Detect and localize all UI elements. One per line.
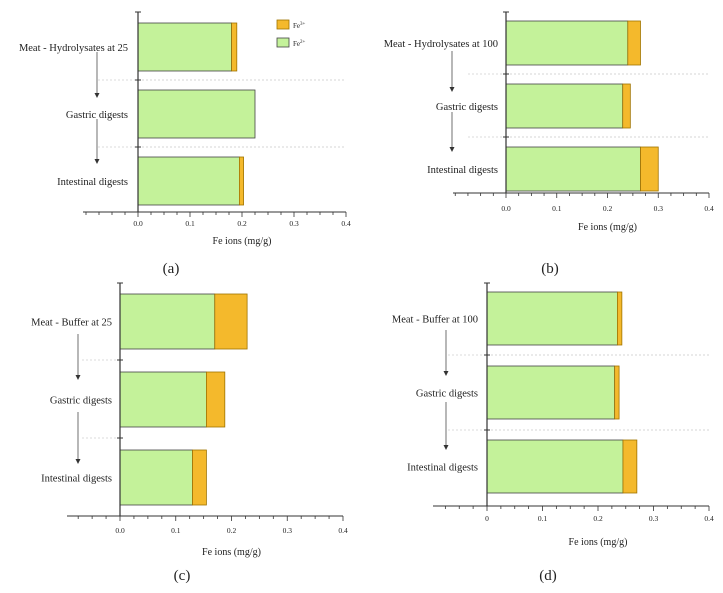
x-tick-label: 0.2 <box>237 219 247 228</box>
bar-fe3 <box>622 83 631 129</box>
flow-arrow-head <box>449 147 455 152</box>
x-tick-label: 0.2 <box>593 514 603 523</box>
flow-arrow-head <box>75 375 81 380</box>
legend-swatch-fe2 <box>276 37 290 48</box>
bar-fe3 <box>617 291 623 346</box>
bar-fe2 <box>505 20 629 66</box>
bar-fe3 <box>622 439 638 494</box>
legend-label-fe2: Fe2+ <box>293 40 306 48</box>
x-tick-label: 0.0 <box>133 219 143 228</box>
category-label: Gastric digests <box>66 110 128 121</box>
x-tick-label: 0.3 <box>283 526 293 535</box>
legend-label-fe3: Fe3+ <box>293 22 306 30</box>
legend-swatch-fe3 <box>276 19 290 30</box>
category-label: Intestinal digests <box>41 474 112 485</box>
x-tick-label: 0.3 <box>654 204 664 213</box>
chart-panel-4: Meat - Buffer at 100 Gastric digests Intes… <box>392 282 714 584</box>
x-tick-label: 0.3 <box>649 514 659 523</box>
chart-panel-1: Meat - Hydrolysates at 25 Gastric digests… <box>19 11 351 277</box>
panel-label: (d) <box>539 568 557 584</box>
category-label: Intestinal digests <box>427 165 498 176</box>
x-tick-label: 0.1 <box>185 219 195 228</box>
x-tick-label: 0.4 <box>704 204 714 213</box>
flow-arrow-head <box>94 159 100 164</box>
bar-fe3 <box>214 293 248 350</box>
chart-panel-2: Meat - Hydrolysates at 100 Gastric digest… <box>384 11 714 277</box>
legend: Fe3+ Fe2+ <box>276 19 306 48</box>
x-tick-label: 0 <box>485 514 489 523</box>
bar-fe2 <box>137 89 256 139</box>
x-axis-label: Fe ions (mg/g) <box>578 222 637 233</box>
bar-fe2 <box>486 291 618 346</box>
category-label: Intestinal digests <box>407 463 478 474</box>
category-label: Meat - Buffer at 100 <box>392 315 478 326</box>
panel-label: (a) <box>163 261 180 277</box>
chart-panel-3: Meat - Buffer at 25 Gastric digests Intest… <box>31 282 348 584</box>
bar-fe3 <box>614 365 620 420</box>
bar-fe2 <box>119 293 216 350</box>
x-axis-label: Fe ions (mg/g) <box>213 236 272 247</box>
x-tick-label: 0.0 <box>501 204 511 213</box>
category-label: Gastric digests <box>416 389 478 400</box>
x-tick-label: 0.1 <box>538 514 548 523</box>
x-tick-label: 0.4 <box>338 526 348 535</box>
panel-label: (b) <box>541 261 559 277</box>
x-tick-label: 0.1 <box>552 204 562 213</box>
x-tick-label: 0.1 <box>171 526 181 535</box>
category-label: Meat - Hydrolysates at 25 <box>19 43 128 54</box>
bar-fe2 <box>505 146 641 192</box>
panel-label: (c) <box>174 568 191 584</box>
x-tick-label: 0.3 <box>289 219 299 228</box>
flow-arrow-head <box>443 445 449 450</box>
bar-fe3 <box>640 146 659 192</box>
category-label: Meat - Hydrolysates at 100 <box>384 39 498 50</box>
flow-arrow-head <box>94 93 100 98</box>
bar-fe3 <box>206 371 226 428</box>
x-tick-label: 0.4 <box>704 514 714 523</box>
bar-fe3 <box>192 449 207 506</box>
category-label: Gastric digests <box>436 102 498 113</box>
x-tick-label: 0.0 <box>115 526 125 535</box>
flow-arrow-head <box>443 371 449 376</box>
category-label: Gastric digests <box>50 396 112 407</box>
x-tick-label: 0.2 <box>603 204 613 213</box>
bar-fe3 <box>238 156 244 206</box>
x-tick-label: 0.2 <box>227 526 237 535</box>
bar-fe3 <box>627 20 641 66</box>
bar-fe2 <box>119 371 207 428</box>
bar-fe3 <box>231 22 238 72</box>
bar-fe2 <box>137 22 232 72</box>
x-axis-label: Fe ions (mg/g) <box>202 547 261 558</box>
bar-fe2 <box>486 439 624 494</box>
x-axis-label: Fe ions (mg/g) <box>569 537 628 548</box>
category-label: Intestinal digests <box>57 177 128 188</box>
bar-fe2 <box>137 156 240 206</box>
bar-fe2 <box>486 365 616 420</box>
bar-fe2 <box>505 83 624 129</box>
category-label: Meat - Buffer at 25 <box>31 318 112 329</box>
bar-fe2 <box>119 449 193 506</box>
x-tick-label: 0.4 <box>341 219 351 228</box>
flow-arrow-head <box>75 459 81 464</box>
flow-arrow-head <box>449 87 455 92</box>
